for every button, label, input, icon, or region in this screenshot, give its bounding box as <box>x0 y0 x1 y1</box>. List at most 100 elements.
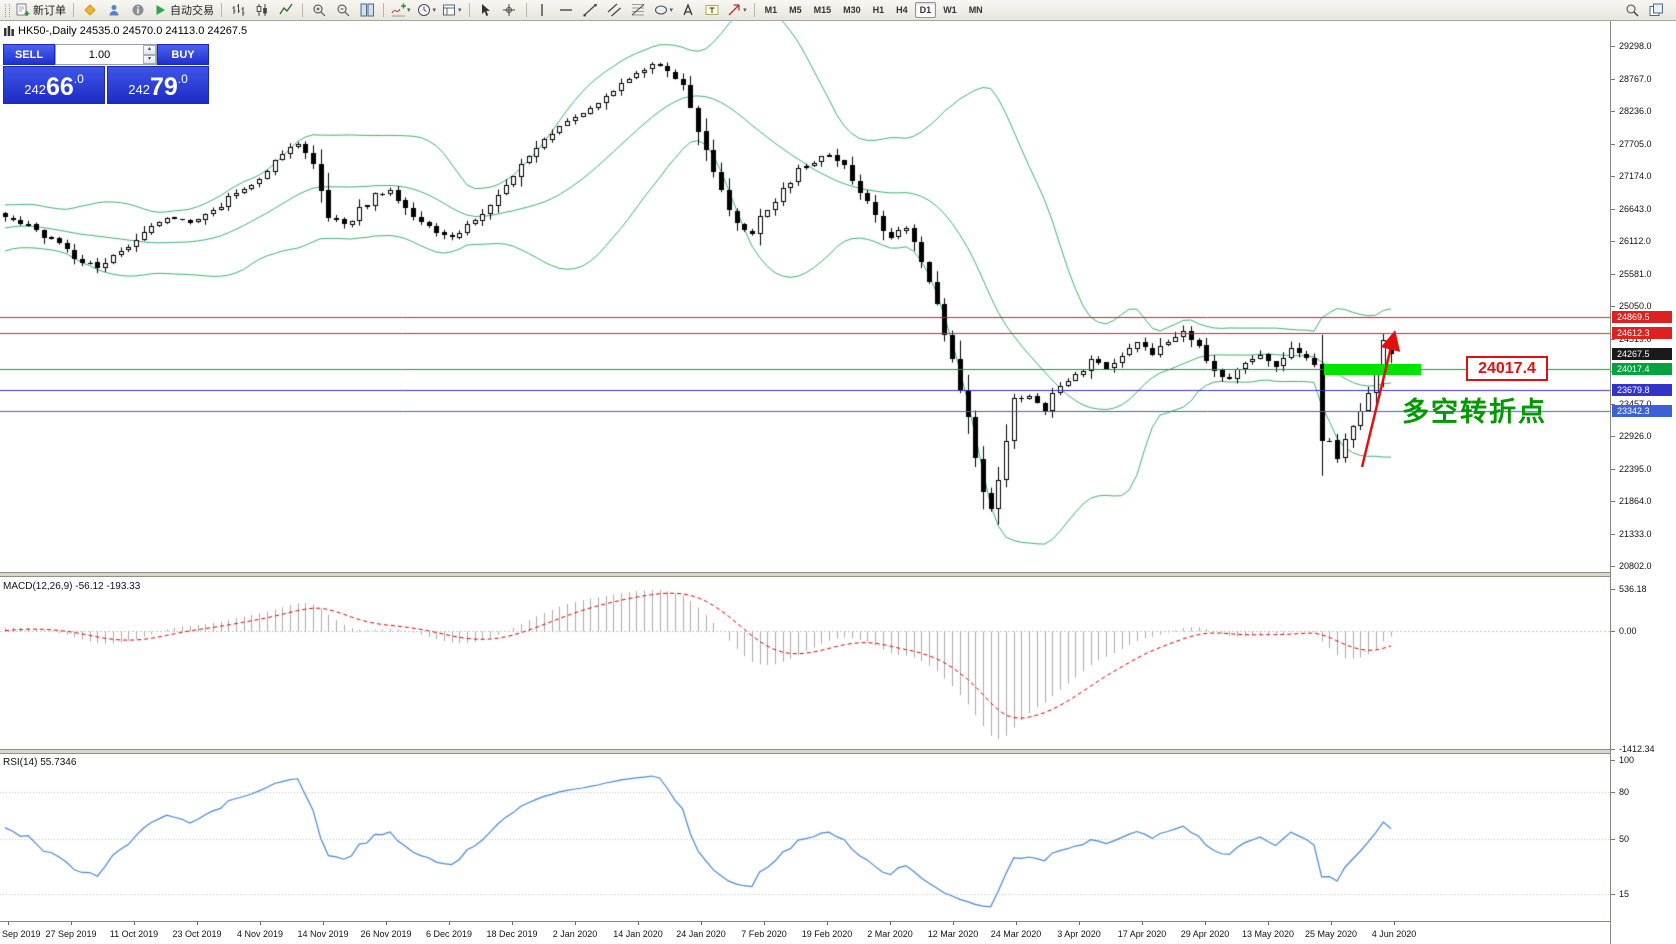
price-axis-label: 27705.0 <box>1619 138 1652 149</box>
buy-price-prefix: 242 <box>128 82 150 97</box>
channel-icon[interactable] <box>604 0 626 20</box>
shapes-icon[interactable]: ▾ <box>652 0 676 20</box>
timeframe-w1-button[interactable]: W1 <box>943 5 957 15</box>
price-axis[interactable]: 29298.0 28767.0 28236.0 27705.0 27174.0 26643… <box>1610 21 1676 944</box>
zoom-out-icon[interactable] <box>332 0 354 20</box>
toolbar-separator <box>383 3 384 17</box>
price-level-tag: 24612.3 <box>1612 326 1672 339</box>
price-axis-label: 23457.0 <box>1619 398 1652 409</box>
symbol-info-text: HK50-,Daily 24535.0 24570.0 24113.0 2426… <box>18 25 248 37</box>
timeframe-m15-button[interactable]: M15 <box>813 5 832 15</box>
time-axis-label: 24 Mar 2020 <box>990 929 1042 939</box>
price-axis-tick <box>1611 306 1615 307</box>
rsi-axis-label: 80 <box>1619 786 1630 797</box>
templates-icon[interactable]: ▾ <box>440 0 464 20</box>
time-axis-tick <box>953 922 954 925</box>
text-icon[interactable] <box>677 0 699 20</box>
candlestick-chart-icon[interactable] <box>251 0 273 20</box>
periods-icon[interactable]: ▾ <box>415 0 439 20</box>
volume-increase-button[interactable]: ▴ <box>143 45 156 55</box>
time-axis-tick <box>323 922 324 925</box>
line-chart-icon[interactable] <box>275 0 297 20</box>
timeframe-m1-button[interactable]: M1 <box>764 5 778 15</box>
price-callout-label[interactable]: 24017.4 <box>1466 356 1548 381</box>
trend-arrow[interactable] <box>1350 325 1410 475</box>
turning-point-annotation[interactable]: 多空转折点 <box>1402 397 1547 427</box>
macd-indicator-canvas[interactable] <box>0 577 1610 749</box>
price-axis-tick <box>1611 339 1615 340</box>
horizontal-line-icon[interactable] <box>556 0 578 20</box>
macd-axis-tick <box>1611 749 1615 750</box>
toolbar: 新订单 自动交易 ▾ ▾ ▾ ▾ ▾ M1 M5 M15 M30 H1 H4 D1 W1 MN <box>0 0 1676 21</box>
price-axis-label: 29298.0 <box>1619 41 1652 51</box>
timeframe-h1-button[interactable]: H1 <box>872 5 885 15</box>
metaquotes-icon[interactable] <box>79 0 101 20</box>
cursor-icon[interactable] <box>475 0 497 20</box>
time-axis-label: 4 Nov 2019 <box>236 929 284 939</box>
buy-price-big-digits: 79 <box>149 73 178 101</box>
toolbar-grip[interactable] <box>5 3 10 17</box>
time-axis-label: 17 Apr 2020 <box>1117 929 1167 939</box>
time-axis[interactable]: Sep 2019 27 Sep 2019 11 Oct 2019 23 Oct 201… <box>0 921 1610 944</box>
price-chart-canvas[interactable] <box>0 21 1610 572</box>
toolbar-separator <box>302 3 303 17</box>
time-axis-tick <box>764 922 765 925</box>
trend-line-icon[interactable] <box>580 0 602 20</box>
fibonacci-icon[interactable] <box>628 0 650 20</box>
timeframe-h4-button[interactable]: H4 <box>896 5 908 15</box>
search-icon[interactable] <box>1621 0 1643 20</box>
rsi-indicator-canvas[interactable] <box>0 754 1610 921</box>
indicators-icon[interactable]: ▾ <box>389 0 413 20</box>
vertical-line-icon[interactable] <box>532 0 554 20</box>
panel-splitter[interactable] <box>0 572 1610 577</box>
time-axis-tick <box>8 922 9 925</box>
autotrading-icon[interactable]: 自动交易 <box>151 0 216 20</box>
time-axis-tick <box>1331 922 1332 925</box>
price-axis-label: 26112.0 <box>1619 236 1651 246</box>
price-axis-label: 25581.0 <box>1619 268 1652 279</box>
toolbar-separator <box>221 3 222 17</box>
sell-price[interactable]: 242 66.0 <box>3 66 105 104</box>
zoom-in-icon[interactable] <box>308 0 330 20</box>
time-axis-label: 2 Mar 2020 <box>867 929 913 939</box>
buy-price[interactable]: 242 79.0 <box>107 66 209 104</box>
tile-windows-icon[interactable] <box>356 0 378 20</box>
price-axis-label: 27174.0 <box>1619 171 1652 181</box>
time-axis-tick <box>827 922 828 925</box>
timeframe-m30-button[interactable]: M30 <box>843 5 861 15</box>
time-axis-tick <box>575 922 576 925</box>
community-icon[interactable] <box>127 0 149 20</box>
time-axis-tick <box>197 922 198 925</box>
time-axis-label: 24 Jan 2020 <box>676 929 726 939</box>
price-axis-tick <box>1611 209 1615 210</box>
panel-splitter[interactable] <box>0 749 1610 754</box>
time-axis-tick <box>386 922 387 925</box>
rsi-axis-tick <box>1611 792 1615 793</box>
price-axis-tick <box>1611 79 1615 80</box>
time-axis-label: 19 Feb 2020 <box>801 929 853 939</box>
timeframe-d1-button[interactable]: D1 <box>914 2 937 18</box>
arrows-icon[interactable]: ▾ <box>725 0 749 20</box>
sell-button[interactable]: SELL <box>3 44 55 65</box>
toolbar-separator <box>468 3 470 17</box>
profile-icon[interactable] <box>103 0 125 20</box>
time-axis-label: 27 Sep 2019 <box>45 929 97 939</box>
chart-list-icon[interactable] <box>1645 0 1667 20</box>
price-axis-tick <box>1611 176 1615 177</box>
new-order-icon[interactable]: 新订单 <box>14 0 68 20</box>
price-axis-tick <box>1611 404 1615 405</box>
text-label-icon[interactable] <box>701 0 723 20</box>
price-axis-tick <box>1611 274 1615 275</box>
time-axis-label: 14 Nov 2019 <box>297 929 349 939</box>
timeframe-m5-button[interactable]: M5 <box>789 5 802 15</box>
timeframe-mn-button[interactable]: MN <box>968 5 983 15</box>
volume-decrease-button[interactable]: ▾ <box>143 54 156 64</box>
volume-input[interactable] <box>56 45 143 64</box>
time-axis-tick <box>1205 922 1206 925</box>
buy-button[interactable]: BUY <box>157 44 209 65</box>
time-axis-label: 11 Oct 2019 <box>109 929 159 939</box>
time-axis-label: 6 Dec 2019 <box>425 929 473 939</box>
bar-chart-icon[interactable] <box>227 0 249 20</box>
support-highlight-rectangle[interactable] <box>1324 364 1421 375</box>
crosshair-icon[interactable] <box>499 0 521 20</box>
